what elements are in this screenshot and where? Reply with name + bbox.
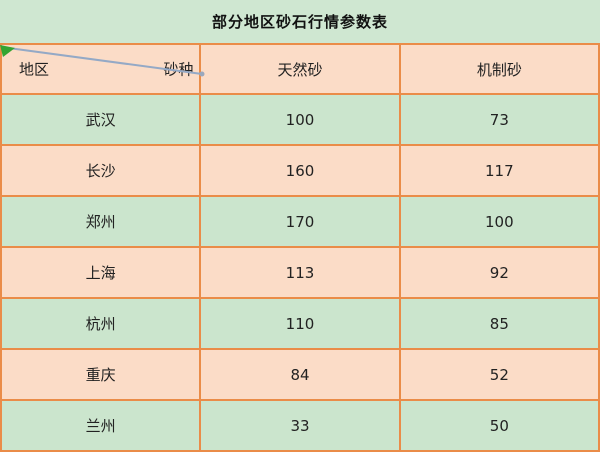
corner-row-axis-label: 地区	[19, 60, 50, 79]
machine-sand-value: 117	[398, 144, 600, 197]
natural-sand-value: 170	[199, 195, 401, 248]
table-row-wuhan: 武汉 100 73	[0, 93, 600, 146]
machine-sand-value: 52	[398, 348, 600, 401]
natural-sand-value: 100	[199, 93, 401, 146]
machine-sand-value: 85	[398, 297, 600, 350]
header-row: 地区 砂种 天然砂 机制砂	[0, 43, 600, 95]
natural-sand-value: 33	[199, 399, 401, 452]
region-cell: 重庆	[0, 348, 202, 401]
table-row-hangzhou: 杭州 110 85	[0, 297, 600, 350]
natural-sand-value: 160	[199, 144, 401, 197]
region-cell: 杭州	[0, 297, 202, 350]
region-cell: 长沙	[0, 144, 202, 197]
corner-green-marker-icon	[0, 45, 15, 57]
corner-col-axis-label: 砂种	[163, 60, 194, 79]
corner-cell: 地区 砂种	[0, 43, 205, 95]
natural-sand-value: 84	[199, 348, 401, 401]
machine-sand-value: 92	[398, 246, 600, 299]
page-title: 部分地区砂石行情参数表	[0, 0, 600, 43]
table-row-shanghai: 上海 113 92	[0, 246, 600, 299]
region-cell: 武汉	[0, 93, 202, 146]
natural-sand-value: 110	[199, 297, 401, 350]
table-row-changsha: 长沙 160 117	[0, 144, 600, 197]
natural-sand-value: 113	[199, 246, 401, 299]
table-row-lanzhou: 兰州 33 50	[0, 399, 600, 452]
column-header-natural-sand: 天然砂	[199, 43, 401, 95]
region-cell: 上海	[0, 246, 202, 299]
region-cell: 郑州	[0, 195, 202, 248]
table-row-zhengzhou: 郑州 170 100	[0, 195, 600, 248]
table-row-chongqing: 重庆 84 52	[0, 348, 600, 401]
region-cell: 兰州	[0, 399, 202, 452]
column-header-machine-sand: 机制砂	[398, 43, 600, 95]
machine-sand-value: 73	[398, 93, 600, 146]
price-table: 地区 砂种 天然砂 机制砂 武汉 100 73 长沙	[0, 43, 600, 452]
machine-sand-value: 100	[398, 195, 600, 248]
machine-sand-value: 50	[398, 399, 600, 452]
